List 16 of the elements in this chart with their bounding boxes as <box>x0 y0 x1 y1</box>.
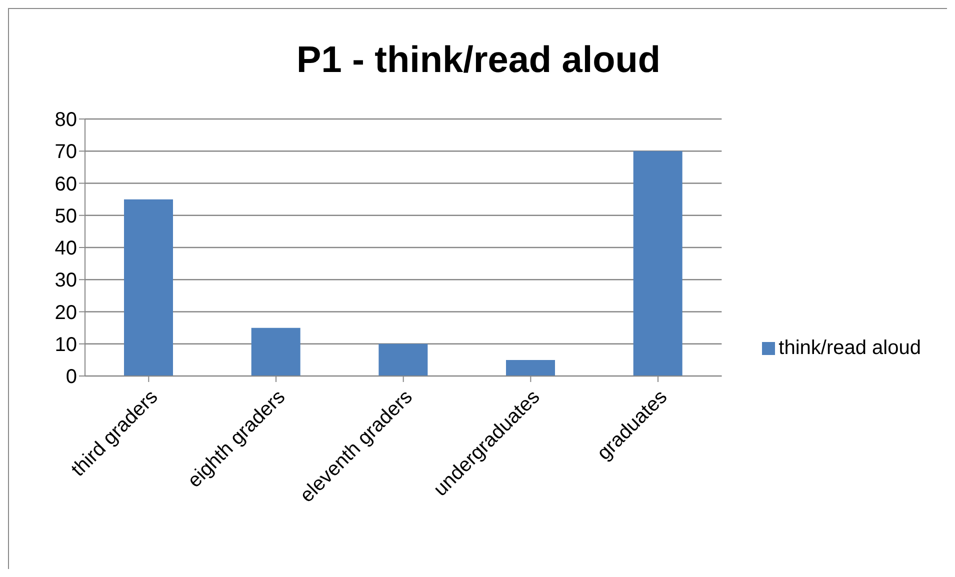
chart-title: P1 - think/read aloud <box>296 39 662 81</box>
y-tick-label: 40 <box>54 238 77 260</box>
bar <box>633 151 682 376</box>
bar <box>506 360 556 376</box>
bar <box>124 199 173 376</box>
bar <box>378 344 428 376</box>
y-tick-label: 30 <box>54 270 77 292</box>
y-tick-label: 0 <box>66 366 77 388</box>
y-tick-label: 10 <box>54 334 77 356</box>
y-tick-label: 50 <box>54 205 77 228</box>
y-tick-label: 20 <box>54 302 77 324</box>
bar <box>251 328 300 376</box>
y-tick-label: 60 <box>54 173 77 196</box>
y-tick-label: 80 <box>54 109 77 132</box>
y-tick-label: 70 <box>54 141 77 164</box>
legend-label: think/read aloud <box>778 337 921 359</box>
